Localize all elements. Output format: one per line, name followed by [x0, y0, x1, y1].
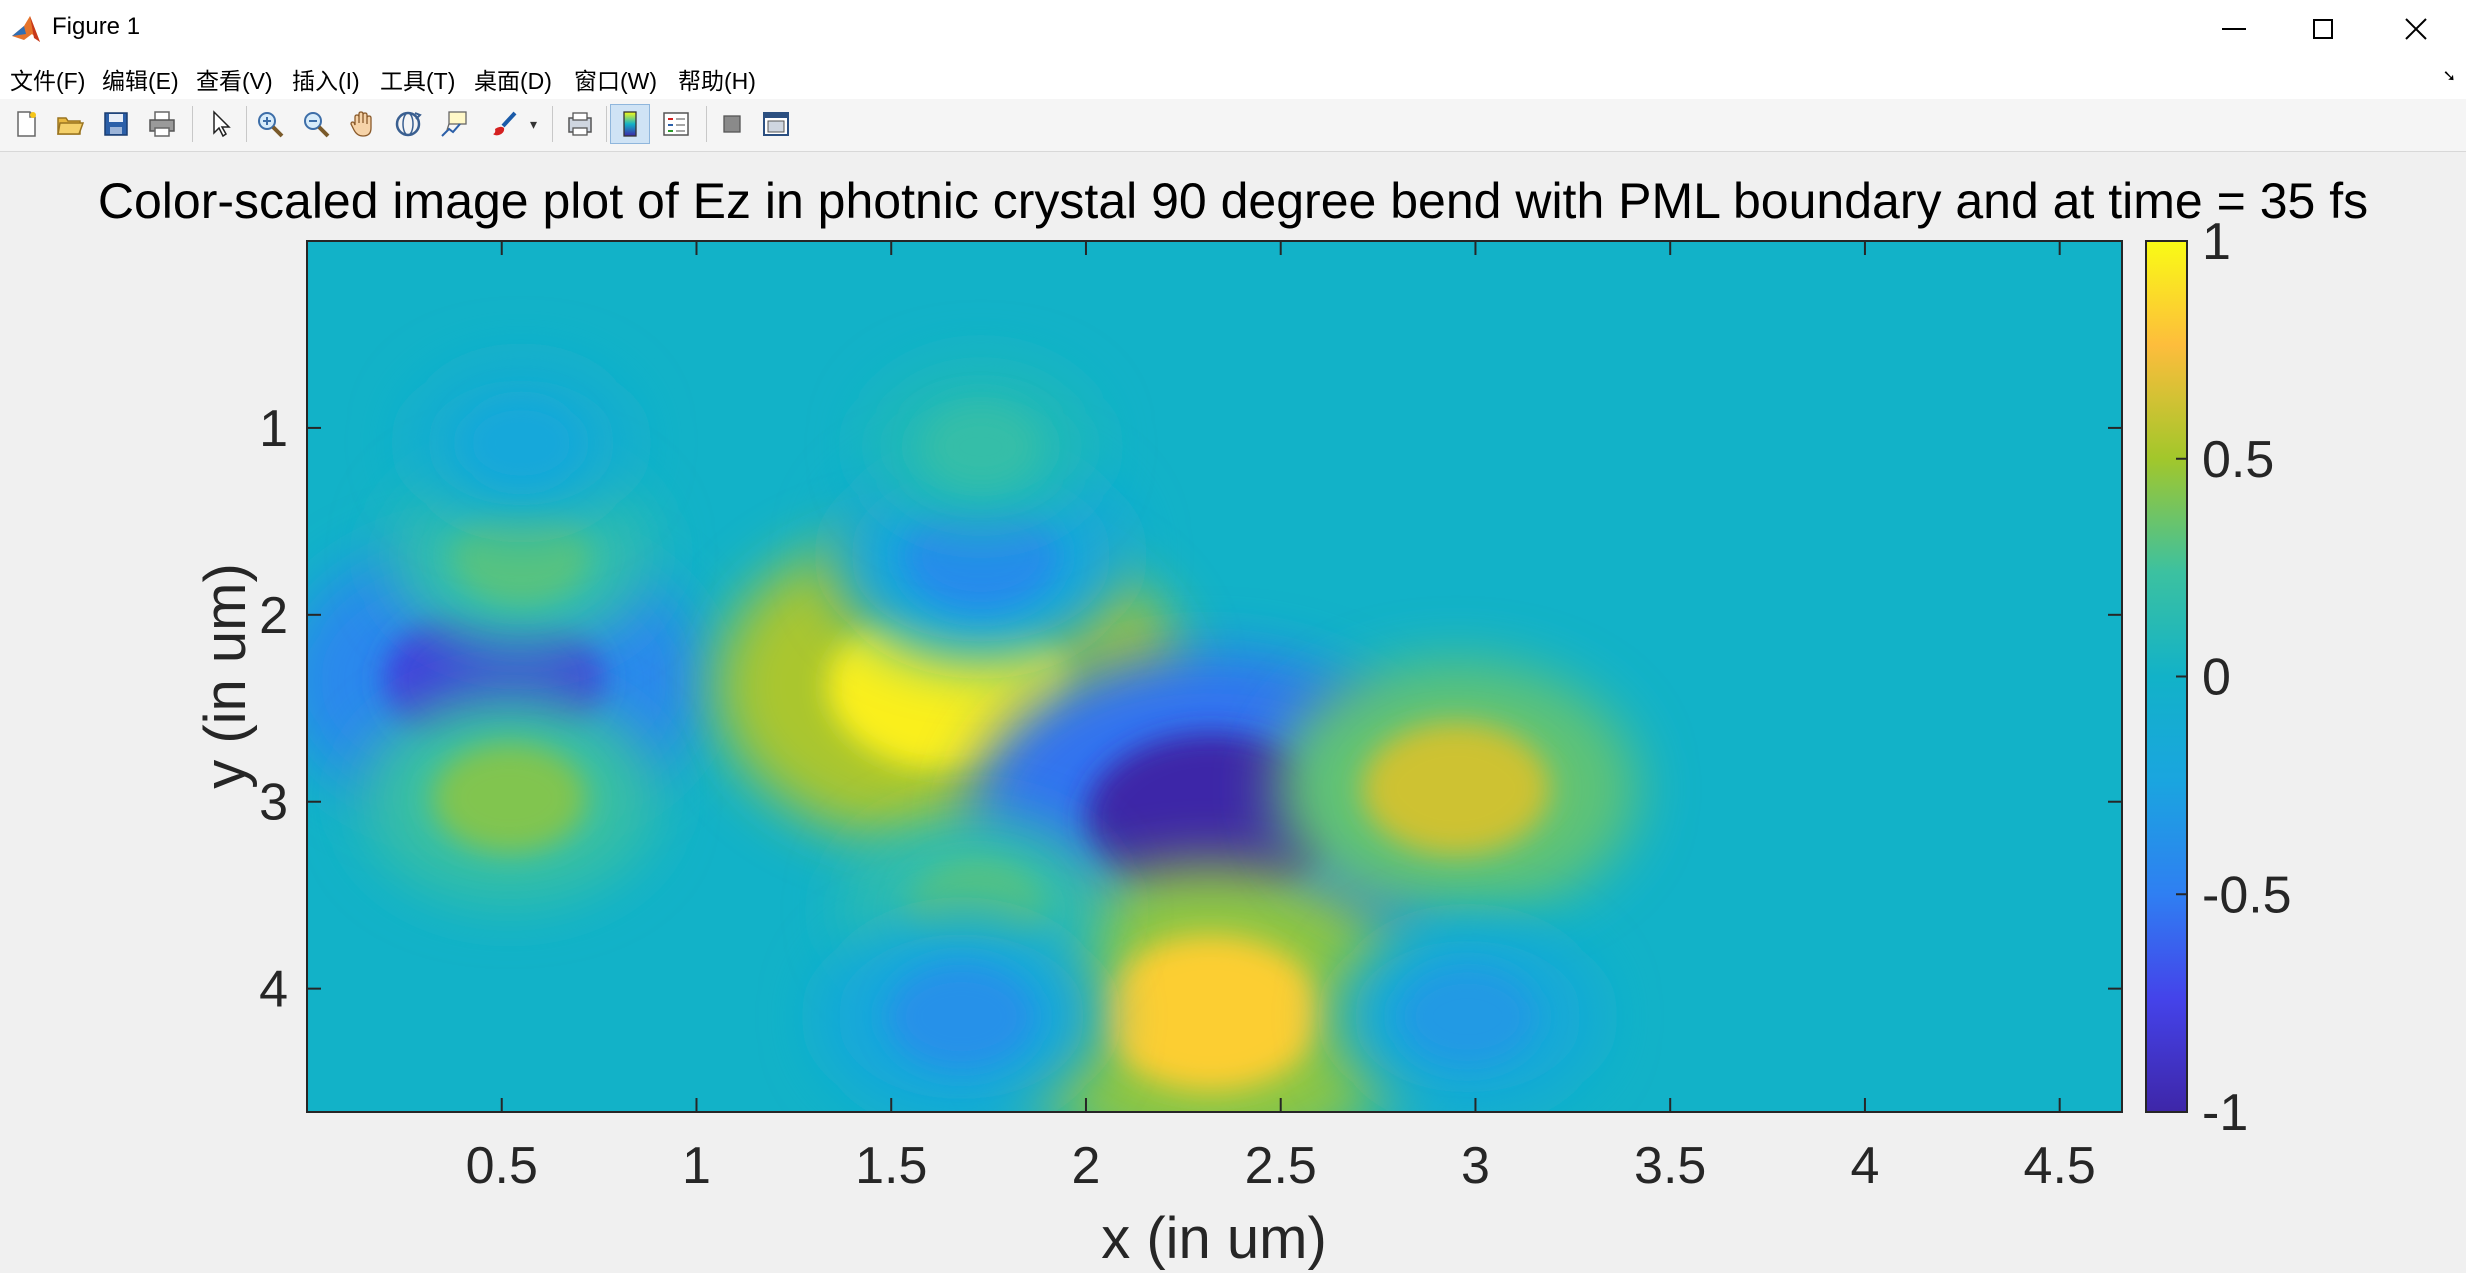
maximize-icon	[2313, 19, 2333, 39]
window-title: Figure 1	[52, 13, 141, 40]
menu-help[interactable]: 帮助(H)	[678, 68, 756, 94]
colorbar-tick-label: -0.5	[2202, 866, 2292, 924]
colorbar-tick-label: 0.5	[2202, 431, 2274, 489]
colorbar-button[interactable]	[610, 104, 650, 144]
save-button[interactable]	[96, 104, 136, 144]
brush-button[interactable]	[484, 104, 524, 144]
dock-arrow-icon[interactable]: ➘	[2442, 68, 2456, 85]
open-file-button[interactable]	[50, 104, 90, 144]
close-icon	[2405, 18, 2427, 40]
data-cursor-icon	[441, 111, 467, 137]
matlab-icon	[12, 16, 40, 42]
menu-desktop[interactable]: 桌面(D)	[474, 68, 552, 94]
x-tick-label: 0.5	[466, 1137, 538, 1195]
field-feature	[887, 963, 1036, 1070]
y-axis-label: y (in um)	[193, 563, 258, 789]
x-tick-label: 3	[1461, 1137, 1490, 1195]
menu-file[interactable]: 文件(F)	[10, 68, 86, 94]
pan-hand-icon	[350, 111, 372, 137]
y-tick-label: 1	[259, 400, 288, 458]
menu-view[interactable]: 查看(V)	[196, 68, 273, 94]
colorbar-tick-label: -1	[2202, 1084, 2248, 1142]
print-button[interactable]	[142, 104, 182, 144]
field-feature	[462, 400, 581, 486]
legend-icon	[663, 112, 689, 136]
field-feature	[452, 505, 591, 605]
show-plot-tools-icon	[763, 112, 789, 136]
colorbar-tick-label: 1	[2202, 213, 2231, 271]
y-axis: 1 2 3 4	[259, 400, 2122, 1019]
toolbar-separator	[246, 106, 247, 142]
minimize-icon	[2222, 28, 2246, 30]
hide-plot-tools-icon	[723, 115, 741, 133]
x-tick-label: 2.5	[1245, 1137, 1317, 1195]
link-plot-button[interactable]	[560, 104, 600, 144]
close-button[interactable]	[2370, 0, 2462, 57]
legend-button[interactable]	[656, 104, 696, 144]
x-tick-label: 4	[1850, 1137, 1879, 1195]
open-file-icon	[57, 117, 85, 135]
toolbar-separator	[192, 106, 193, 142]
toolbar-separator	[706, 106, 707, 142]
brush-dropdown-arrow-icon[interactable]: ▾	[530, 116, 538, 132]
y-tick-label: 2	[259, 587, 288, 645]
y-tick-label: 4	[259, 961, 288, 1019]
field-feature	[1099, 935, 1322, 1091]
show-plot-tools-button[interactable]	[756, 104, 796, 144]
rotate-3d-button[interactable]	[388, 104, 428, 144]
toolbar-separator	[552, 106, 553, 142]
zoom-out-icon	[304, 112, 330, 138]
save-icon	[104, 112, 128, 136]
data-cursor-button[interactable]	[434, 104, 474, 144]
x-tick-label: 1.5	[855, 1137, 927, 1195]
x-axis: 0.5 1 1.5 2 2.5 3 3.5 4 4.5	[466, 241, 2096, 1195]
field-feature	[903, 499, 1059, 611]
window-title-bar	[0, 0, 2466, 57]
heatmap-field	[307, 360, 1638, 1112]
y-tick-label: 3	[259, 774, 288, 832]
menu-tools[interactable]: 工具(T)	[380, 68, 456, 94]
menu-bar	[0, 57, 2466, 99]
maximize-button[interactable]	[2277, 0, 2369, 57]
figure-title: Color-scaled image plot of Ez in photnic…	[97, 173, 2369, 229]
zoom-in-button[interactable]	[250, 104, 290, 144]
menu-edit[interactable]: 编辑(E)	[102, 68, 179, 94]
zoom-in-icon	[258, 112, 284, 138]
pan-button[interactable]	[342, 104, 382, 144]
brush-icon	[493, 111, 517, 136]
zoom-out-button[interactable]	[296, 104, 336, 144]
colorbar-icon	[623, 111, 637, 137]
field-feature	[1084, 732, 1337, 908]
figure-toolbar	[0, 99, 2466, 152]
new-figure-button[interactable]	[6, 104, 46, 144]
colorbar-tick-label: 0	[2202, 649, 2231, 707]
x-tick-label: 4.5	[2024, 1137, 2096, 1195]
pointer-icon	[213, 110, 231, 138]
menu-window[interactable]: 窗口(W)	[574, 68, 658, 94]
field-feature	[922, 403, 1040, 490]
pointer-button[interactable]	[200, 104, 240, 144]
field-feature	[1398, 967, 1537, 1067]
colorbar-ticks: 1 0.5 0 -0.5 -1	[2176, 213, 2292, 1142]
menu-insert[interactable]: 插入(I)	[292, 68, 360, 94]
toolbar-separator	[606, 106, 607, 142]
print-icon	[149, 111, 175, 137]
axes-box	[306, 240, 2123, 1113]
link-plot-icon	[568, 112, 592, 136]
rotate-3d-icon	[395, 111, 422, 137]
x-tick-label: 3.5	[1634, 1137, 1706, 1195]
field-feature	[1361, 722, 1551, 855]
x-tick-label: 1	[682, 1137, 711, 1195]
new-figure-icon	[17, 111, 36, 137]
x-tick-label: 2	[1072, 1137, 1101, 1195]
field-feature	[432, 742, 587, 854]
minimize-button[interactable]	[2188, 0, 2280, 57]
x-axis-label: x (in um)	[1101, 1206, 1327, 1271]
hide-plot-tools-button[interactable]	[712, 104, 752, 144]
